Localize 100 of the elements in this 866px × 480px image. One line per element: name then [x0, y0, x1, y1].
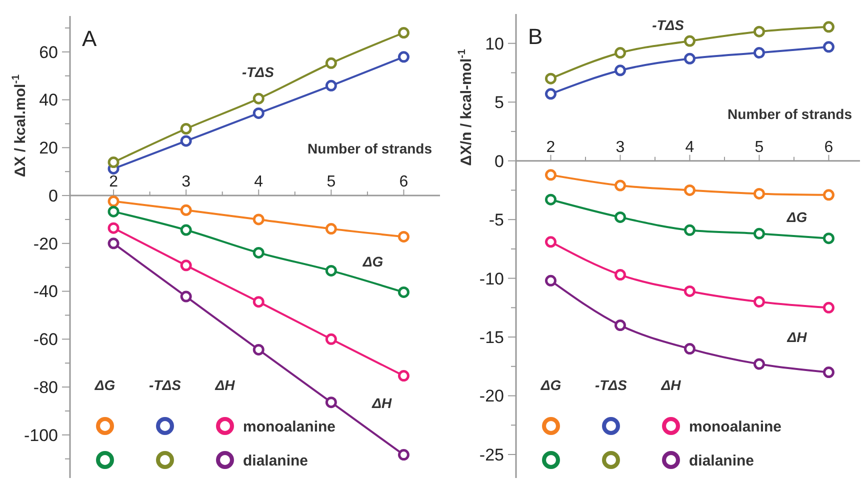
x-tick-label: 2 [109, 174, 118, 191]
point [108, 196, 120, 208]
point [753, 228, 765, 240]
point [753, 47, 765, 59]
point [325, 223, 337, 235]
point [252, 214, 264, 226]
y-tick-label: -25 [479, 445, 504, 464]
point [398, 370, 410, 382]
point [684, 35, 696, 47]
x-tick-label: 6 [824, 138, 834, 156]
point [180, 204, 192, 216]
point [180, 135, 192, 147]
annotation: ΔH [786, 328, 808, 345]
text: B [528, 24, 543, 49]
point [252, 296, 264, 308]
point [544, 88, 556, 100]
x-tick-label: 5 [326, 174, 336, 191]
x-tick-label: 2 [546, 138, 556, 156]
y-tick-label: 5 [494, 93, 504, 112]
point [398, 449, 410, 461]
y-tick-label: -5 [488, 210, 504, 230]
point [684, 224, 696, 236]
point [252, 246, 264, 258]
y-tick-label: -20 [33, 234, 58, 254]
point [684, 343, 696, 355]
point [325, 80, 337, 92]
point [325, 57, 337, 69]
point [252, 344, 264, 356]
point [822, 232, 834, 244]
point [753, 296, 765, 308]
point [614, 64, 626, 76]
point [398, 230, 410, 242]
x-tick-label: 4 [685, 138, 694, 156]
annotation: ΔG [540, 377, 562, 393]
y-tick-label: -80 [33, 378, 58, 397]
y-tick-label: -40 [33, 282, 58, 302]
point [822, 21, 834, 33]
x-tick-label: 3 [616, 138, 625, 156]
y-tick-label: 20 [39, 138, 58, 158]
legend-label: dialanine [243, 452, 308, 470]
point [252, 107, 264, 119]
annotation: ΔG [786, 208, 808, 225]
y-tick-label: -20 [479, 386, 504, 406]
point [108, 238, 120, 250]
x-tick-label: 6 [399, 174, 408, 191]
point [753, 188, 765, 200]
y-tick-label: -60 [33, 330, 58, 350]
legend-label: dialanine [689, 452, 754, 470]
y-tick-label: 0 [48, 186, 58, 206]
point [325, 396, 337, 408]
y-tick-label: -100 [24, 426, 58, 445]
annotation: ΔG [362, 254, 384, 270]
y-tick-label: 60 [39, 42, 58, 62]
point [544, 236, 556, 248]
point [108, 156, 120, 168]
x-axis-title: Number of strands [308, 140, 432, 157]
point [822, 302, 834, 314]
point [398, 27, 410, 39]
point [325, 264, 337, 276]
annotation: ΔH [371, 395, 393, 412]
annotation: -TΔS [149, 377, 182, 393]
point [614, 47, 626, 59]
x-axis-title: Number of strands [728, 106, 852, 122]
legend-label: monoalanine [689, 418, 782, 436]
annotation: -TΔS [652, 17, 685, 34]
point [614, 320, 626, 332]
point [108, 222, 120, 234]
point [544, 274, 556, 286]
legend-label: monoalanine [243, 418, 336, 436]
point [544, 194, 556, 206]
point [180, 122, 192, 134]
point [684, 285, 696, 297]
annotation: -TΔS [242, 64, 275, 80]
point [822, 189, 834, 201]
text: A [82, 26, 97, 51]
point [614, 211, 626, 223]
point [180, 224, 192, 236]
point [398, 51, 410, 63]
point [325, 333, 337, 345]
x-tick-label: 3 [182, 174, 191, 191]
annotation: ΔH [660, 377, 682, 393]
point [822, 366, 834, 378]
point [398, 286, 410, 298]
point [180, 290, 192, 302]
point [822, 41, 834, 53]
point [544, 169, 556, 181]
y-tick-label: -15 [479, 328, 504, 347]
point [544, 72, 556, 84]
point [252, 92, 264, 104]
x-tick-label: 4 [254, 174, 264, 191]
point [180, 260, 192, 272]
point [684, 184, 696, 196]
y-tick-label: -10 [479, 269, 504, 288]
point [108, 206, 120, 218]
point [614, 269, 626, 281]
point [753, 358, 765, 370]
annotation: -TΔS [595, 377, 628, 393]
annotation: ΔH [214, 377, 236, 393]
y-tick-label: 40 [39, 90, 58, 110]
x-tick-label: 5 [754, 138, 764, 156]
